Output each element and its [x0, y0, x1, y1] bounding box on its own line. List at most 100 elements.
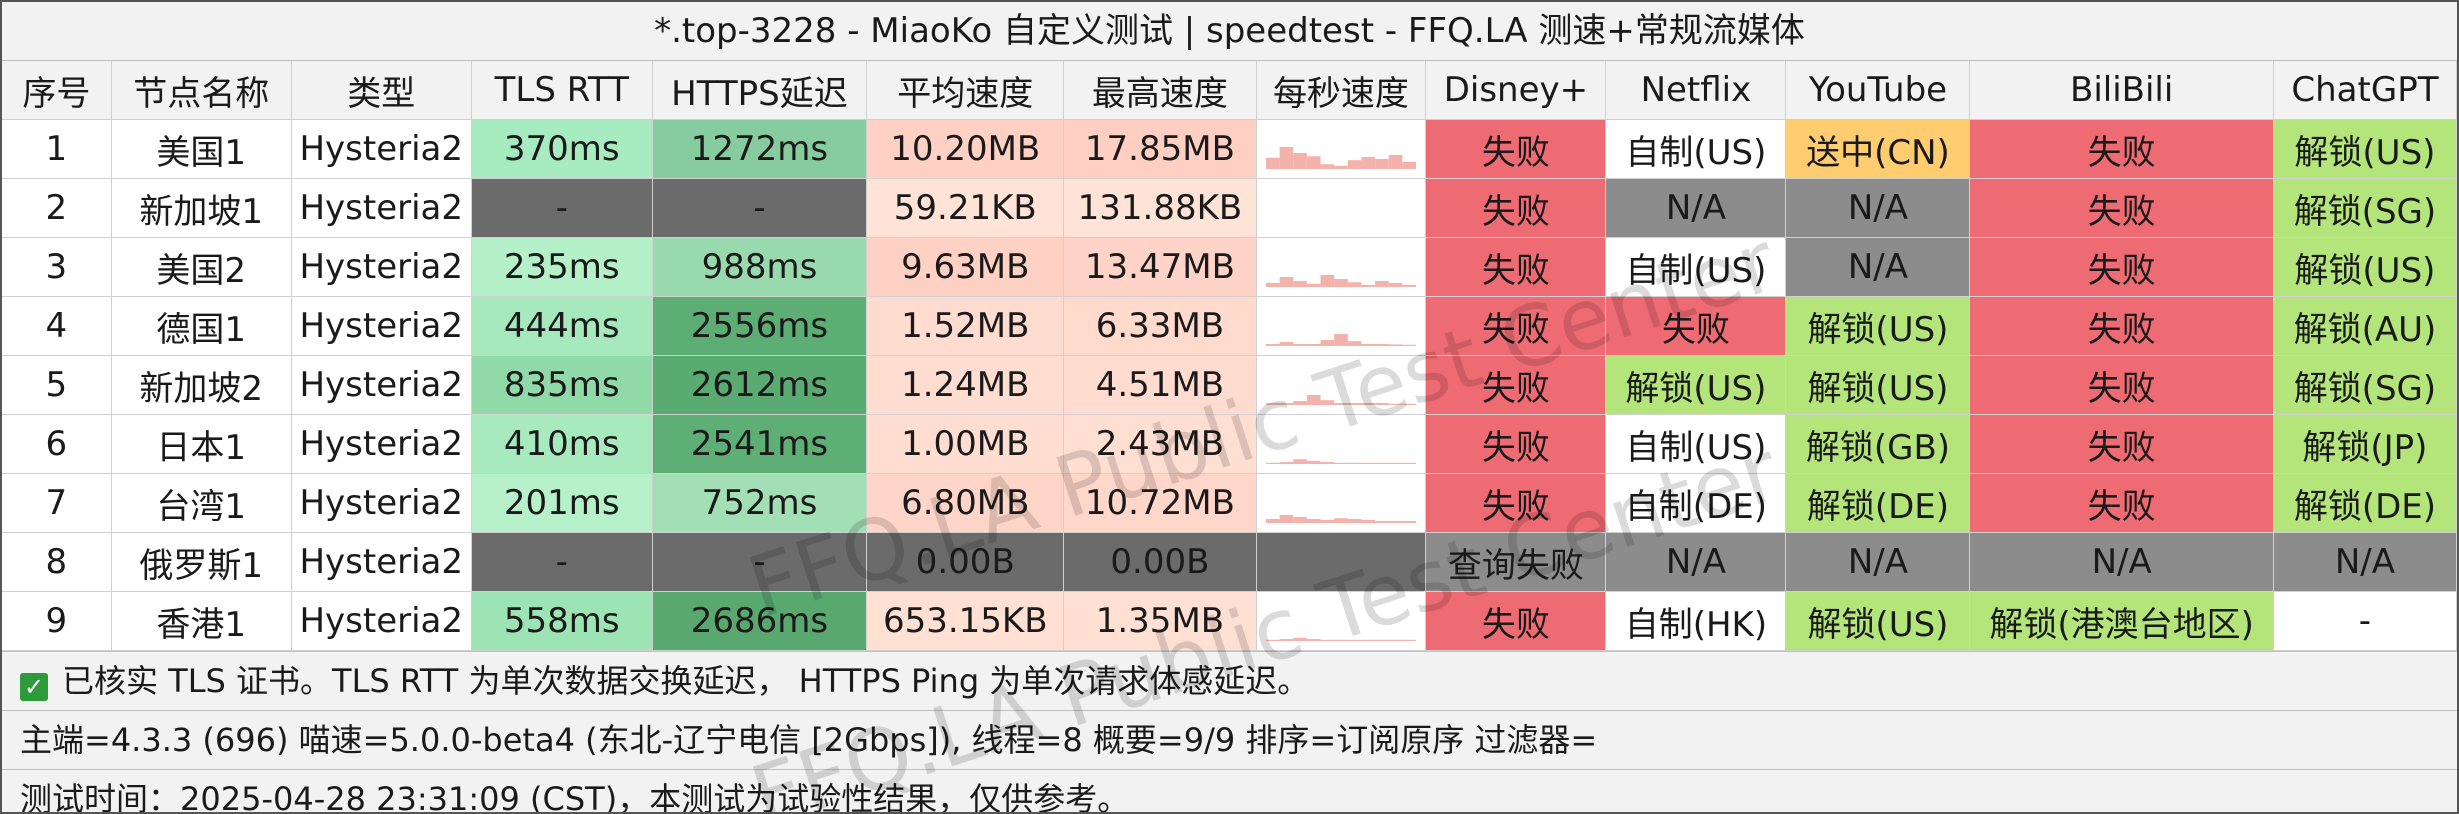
- max-speed-cell: 1.35MB: [1063, 591, 1257, 651]
- netflix-cell: 失败: [1605, 296, 1787, 356]
- max-speed-cell: 131.88KB: [1063, 178, 1257, 238]
- col-header-https-latency: HTTPS延迟: [652, 61, 868, 120]
- sparkline-bar: [1361, 285, 1376, 287]
- avg-speed-cell: 653.15KB: [866, 591, 1065, 651]
- table-row: 4 德国1 Hysteria2 444ms 2556ms 1.52MB 6.33MB 失败 失败…: [2, 296, 2457, 356]
- sparkline-bar: [1388, 344, 1403, 346]
- sparkline-bar: [1402, 462, 1416, 464]
- max-speed-cell: 17.85MB: [1063, 119, 1257, 179]
- sparkline-bar: [1375, 281, 1389, 287]
- col-header-youtube: YouTube: [1785, 61, 1971, 120]
- sparkline-bar: [1402, 285, 1416, 287]
- netflix-cell: 自制(US): [1605, 237, 1787, 297]
- chatgpt-cell: 解锁(SG): [2273, 178, 2457, 238]
- netflix-cell: 解锁(US): [1605, 355, 1787, 415]
- chatgpt-cell: N/A: [2273, 532, 2457, 592]
- sparkline-bar: [1361, 403, 1376, 405]
- type-cell: Hysteria2: [291, 178, 472, 238]
- sparkline-bar: [1279, 639, 1294, 641]
- max-speed-cell: 6.33MB: [1063, 296, 1257, 356]
- speed-sparkline: [1265, 395, 1416, 405]
- sparkline-bar: [1306, 639, 1321, 641]
- per-second-speed-cell: [1256, 296, 1427, 356]
- type-cell: Hysteria2: [291, 473, 472, 533]
- sparkline-bar: [1347, 341, 1362, 346]
- bilibili-cell: 失败: [1969, 178, 2274, 238]
- type-cell: Hysteria2: [291, 591, 472, 651]
- table-row: 5 新加坡2 Hysteria2 835ms 2612ms 1.24MB 4.51MB 失败解…: [2, 355, 2457, 415]
- sparkline-bar: [1375, 521, 1389, 523]
- netflix-cell: N/A: [1605, 178, 1787, 238]
- sparkline-bar: [1361, 639, 1376, 641]
- sparkline-bar: [1320, 400, 1335, 405]
- youtube-cell: 解锁(DE): [1785, 473, 1971, 533]
- sparkline-bar: [1361, 519, 1376, 523]
- disney-cell: 失败: [1425, 237, 1607, 297]
- node-name-cell: 香港1: [111, 591, 292, 651]
- checkbox-checked-icon: ✓: [20, 673, 48, 701]
- netflix-cell: N/A: [1605, 532, 1787, 592]
- table-row: 6 日本1 Hysteria2 410ms 2541ms 1.00MB 2.43MB 失败 自制…: [2, 414, 2457, 474]
- sparkline-bar: [1306, 519, 1321, 523]
- max-speed-cell: 2.43MB: [1063, 414, 1257, 474]
- sparkline-bar: [1293, 637, 1307, 641]
- youtube-cell: 解锁(US): [1785, 355, 1971, 415]
- per-second-speed-cell: [1256, 355, 1427, 415]
- sparkline-bar: [1293, 517, 1307, 523]
- sparkline-bar: [1320, 519, 1335, 523]
- netflix-cell: 自制(DE): [1605, 473, 1787, 533]
- tls-rtt-cell: 201ms: [471, 473, 653, 533]
- chatgpt-cell: -: [2273, 591, 2457, 651]
- sparkline-bar: [1279, 277, 1294, 287]
- type-cell: Hysteria2: [291, 355, 472, 415]
- index-cell: 7: [2, 473, 112, 533]
- youtube-cell: 解锁(GB): [1785, 414, 1971, 474]
- https-latency-cell: 2612ms: [652, 355, 868, 415]
- disney-cell: 失败: [1425, 591, 1607, 651]
- per-second-speed-cell: [1256, 178, 1427, 238]
- sparkline-bar: [1375, 344, 1389, 346]
- sparkline-bar: [1388, 639, 1403, 641]
- per-second-speed-cell: [1256, 237, 1427, 297]
- https-latency-cell: 2556ms: [652, 296, 868, 356]
- https-latency-cell: 2541ms: [652, 414, 868, 474]
- speed-sparkline: [1265, 275, 1416, 287]
- type-cell: Hysteria2: [291, 296, 472, 356]
- header-row: 序号 节点名称 类型 TLS RTT HTTPS延迟 平均速度 最高速度 每秒速…: [2, 61, 2457, 120]
- per-second-speed-cell: [1256, 591, 1427, 651]
- sparkline-bar: [1293, 344, 1307, 346]
- col-header-tls-rtt: TLS RTT: [471, 61, 653, 120]
- results-table: 序号 节点名称 类型 TLS RTT HTTPS延迟 平均速度 最高速度 每秒速…: [2, 61, 2457, 651]
- table-row: 8 俄罗斯1 Hysteria2- -0.00B 0.00B 查询失败 N/A N/A N/A N…: [2, 532, 2457, 592]
- max-speed-cell: 13.47MB: [1063, 237, 1257, 297]
- tls-rtt-cell: 235ms: [471, 237, 653, 297]
- sparkline-bar: [1361, 462, 1376, 464]
- report-title: *.top-3228 - MiaoKo 自定义测试 | speedtest - …: [2, 2, 2457, 61]
- index-cell: 2: [2, 178, 112, 238]
- col-header-name: 节点名称: [111, 61, 292, 120]
- sparkline-bar: [1279, 342, 1294, 346]
- bilibili-cell: 失败: [1969, 414, 2274, 474]
- sparkline-bar: [1334, 279, 1348, 287]
- sparkline-bar: [1279, 515, 1294, 523]
- node-name-cell: 新加坡1: [111, 178, 292, 238]
- index-cell: 5: [2, 355, 112, 415]
- index-cell: 4: [2, 296, 112, 356]
- per-second-speed-cell: [1256, 119, 1427, 179]
- avg-speed-cell: 59.21KB: [866, 178, 1065, 238]
- sparkline-bar: [1265, 344, 1280, 346]
- sparkline-bar: [1306, 283, 1321, 287]
- type-cell: Hysteria2: [291, 237, 472, 297]
- avg-speed-cell: 1.24MB: [866, 355, 1065, 415]
- node-name-cell: 日本1: [111, 414, 292, 474]
- node-name-cell: 美国1: [111, 119, 292, 179]
- per-second-speed-cell: [1256, 473, 1427, 533]
- sparkline-bar: [1320, 639, 1335, 641]
- tls-rtt-cell: 835ms: [471, 355, 653, 415]
- per-second-speed-cell: [1256, 414, 1427, 474]
- sparkline-bar: [1265, 639, 1280, 641]
- avg-speed-cell: 9.63MB: [866, 237, 1065, 297]
- table-row: 9 香港1 Hysteria2 558ms 2686ms 653.15KB 1.35MB 失败…: [2, 591, 2457, 651]
- node-name-cell: 美国2: [111, 237, 292, 297]
